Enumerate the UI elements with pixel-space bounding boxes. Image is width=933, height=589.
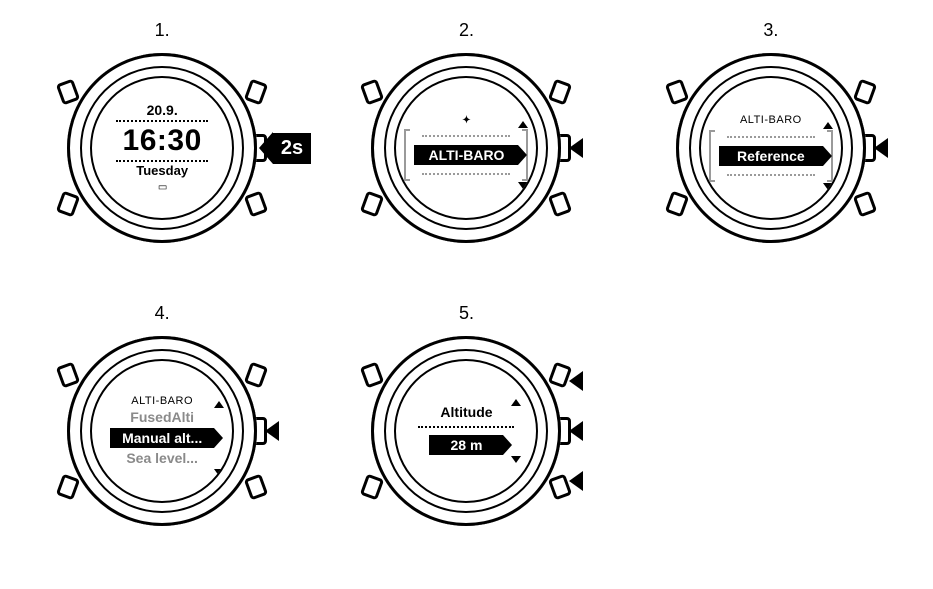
button-press-indicator [569, 53, 595, 243]
lug-icon [360, 362, 384, 389]
menu-placeholder-icon [727, 174, 815, 176]
menu-selected-item: ALTI-BARO [414, 145, 518, 165]
up-caret-icon [518, 121, 528, 128]
arrow-left-icon [569, 371, 583, 391]
value-editor: Altitude 28 m [411, 405, 521, 456]
button-press-indicator [569, 336, 595, 526]
watch-face: 20.9. 16:30 Tuesday ▭ [92, 78, 232, 218]
button-press-indicator [874, 53, 900, 243]
step-2: 2. ✦ ALTI-BARO [334, 20, 598, 243]
watch-body: ALTI-BARO Reference [676, 53, 866, 243]
arrow-left-icon [265, 421, 279, 441]
breadcrumb-text: ALTI-BARO [740, 114, 802, 126]
breadcrumb-text: ALTI-BARO [131, 395, 193, 407]
button-press-indicator [265, 336, 291, 526]
arrow-left-icon [259, 132, 273, 164]
lug-icon [56, 362, 80, 389]
lug-icon [56, 79, 80, 106]
down-caret-icon [823, 183, 833, 190]
divider-icon [116, 120, 208, 122]
step-number: 2. [459, 20, 474, 41]
step-5: 5. Altitude 28 m [334, 303, 598, 526]
step-number: 1. [155, 20, 170, 41]
lug-icon [56, 474, 80, 501]
lug-icon [56, 191, 80, 218]
step-1: 1. 20.9. 16:30 Tuesday ▭ [30, 20, 294, 243]
arrow-left-icon [569, 421, 583, 441]
watch-wrap: ✦ ALTI-BARO [351, 53, 581, 243]
press-duration-label: 2s [273, 133, 311, 164]
menu-placeholder-icon [422, 173, 510, 175]
menu-list: ALTI-BARO [406, 129, 526, 181]
arrow-left-icon [569, 471, 583, 491]
up-caret-icon [511, 399, 521, 406]
watch-wrap: ALTI-BARO FusedAlti Manual alt... Sea le… [47, 336, 277, 526]
step-number: 5. [459, 303, 474, 324]
bracket-icon [709, 130, 715, 182]
time-text: 16:30 [123, 126, 202, 156]
lug-icon [665, 191, 689, 218]
watch-face: Altitude 28 m [396, 361, 536, 501]
watch-wrap: Altitude 28 m [351, 336, 581, 526]
lug-icon [244, 191, 268, 218]
menu-placeholder-icon [422, 135, 510, 137]
lug-icon [360, 79, 384, 106]
up-caret-icon [823, 122, 833, 129]
menu-item-above: FusedAlti [130, 409, 194, 427]
menu-list: FusedAlti Manual alt... Sea level... [102, 409, 222, 468]
menu-selected-item: Reference [719, 146, 823, 166]
lug-icon [665, 79, 689, 106]
step-number: 4. [155, 303, 170, 324]
long-press-tag: 2s [259, 132, 311, 164]
watch-face: ALTI-BARO FusedAlti Manual alt... Sea le… [92, 361, 232, 501]
date-text: 20.9. [147, 103, 178, 118]
step-4: 4. ALTI-BARO FusedAlti Manual alt... Sea… [30, 303, 294, 526]
watch-body: ALTI-BARO FusedAlti Manual alt... Sea le… [67, 336, 257, 526]
divider-icon [418, 426, 514, 428]
up-caret-icon [214, 401, 224, 408]
watch-face: ✦ ALTI-BARO [396, 78, 536, 218]
weekday-text: Tuesday [136, 164, 188, 178]
arrow-left-icon [874, 138, 888, 158]
down-caret-icon [518, 182, 528, 189]
battery-icon: ▭ [158, 182, 166, 193]
watch-wrap: 20.9. 16:30 Tuesday ▭ 2s [47, 53, 277, 243]
value-reading: 28 m [429, 435, 503, 455]
watch-body: Altitude 28 m [371, 336, 561, 526]
menu-placeholder-icon [727, 136, 815, 138]
watch-body: ✦ ALTI-BARO [371, 53, 561, 243]
lug-icon [244, 79, 268, 106]
divider-icon [116, 160, 208, 162]
value-label: Altitude [440, 405, 492, 420]
instruction-grid: 1. 20.9. 16:30 Tuesday ▭ [30, 20, 903, 526]
empty-cell [639, 303, 903, 526]
lug-icon [360, 191, 384, 218]
arrow-left-icon [569, 138, 583, 158]
menu-selected-item: Manual alt... [110, 428, 214, 448]
bracket-icon [404, 129, 410, 181]
down-caret-icon [214, 469, 224, 476]
watch-face: ALTI-BARO Reference [701, 78, 841, 218]
down-caret-icon [511, 456, 521, 463]
step-number: 3. [763, 20, 778, 41]
menu-list: Reference [711, 130, 831, 182]
step-3: 3. ALTI-BARO Reference [639, 20, 903, 243]
watch-wrap: ALTI-BARO Reference [656, 53, 886, 243]
menu-item-below: Sea level... [126, 450, 198, 468]
gps-icon: ✦ [462, 115, 470, 126]
lug-icon [360, 474, 384, 501]
watch-body: 20.9. 16:30 Tuesday ▭ [67, 53, 257, 243]
